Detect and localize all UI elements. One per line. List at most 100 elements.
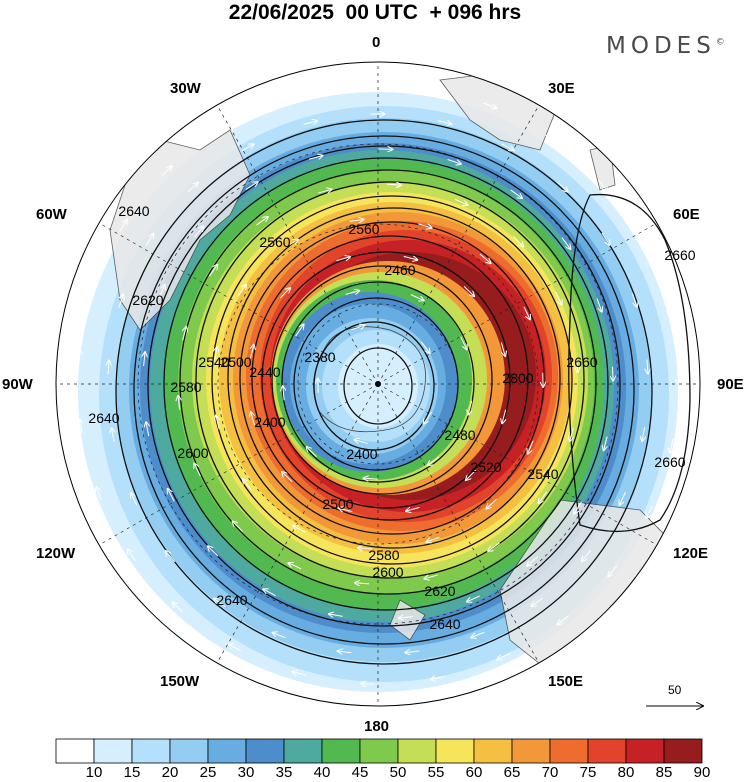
contour-label-15: 2620 — [132, 292, 163, 308]
colorbar-swatch-9 — [397, 738, 437, 764]
wind-vector-114 — [483, 102, 496, 108]
wind-vector-32 — [285, 240, 298, 248]
wind-vector-103 — [214, 599, 226, 608]
wind-vector-25 — [466, 469, 477, 480]
wind-vector-49 — [386, 184, 401, 185]
colorbar-swatch-12 — [511, 738, 551, 764]
lon-label-30e: 30E — [548, 80, 575, 97]
wind-vector-10 — [345, 291, 359, 295]
contour-line-6 — [211, 195, 573, 565]
meridian-60 — [377, 222, 658, 385]
wind-vector-74 — [574, 501, 582, 514]
meridian-150 — [377, 383, 540, 664]
colorbar-label-80: 80 — [617, 764, 635, 781]
contour-label-7: 2540 — [198, 354, 229, 370]
wind-vector-62 — [144, 352, 145, 367]
colorbar-swatch-15 — [625, 738, 665, 764]
wind-vector-113 — [415, 86, 430, 88]
wind-vector-47 — [256, 217, 267, 226]
wind-vector-44 — [178, 396, 179, 410]
colorbar-swatch-16 — [663, 738, 703, 764]
wind-vector-58 — [355, 583, 370, 584]
wind-vector-71 — [596, 298, 602, 311]
colorbar-label-10: 10 — [85, 764, 103, 781]
colorbar-swatch-5 — [245, 738, 285, 764]
colorbar-swatch-7 — [321, 738, 361, 764]
wind-vector-83 — [118, 294, 123, 308]
wind-vector-118 — [666, 300, 670, 315]
colorbar-label-75: 75 — [579, 764, 597, 781]
wind-vector-91 — [557, 181, 567, 192]
wind-vector-104 — [166, 551, 176, 563]
wind-vector-112 — [345, 84, 360, 85]
contour-label-11: 2580 — [170, 379, 201, 395]
wind-vector-13 — [468, 400, 471, 415]
contour-line-2660-loop — [568, 193, 691, 533]
lon-label-120e: 120E — [673, 545, 709, 562]
contour-label-26: 2480 — [444, 427, 475, 443]
wind-vector-52 — [555, 291, 562, 305]
colorbar-label-15: 15 — [123, 764, 141, 781]
wind-vector-55 — [539, 491, 548, 504]
wind-vector-105 — [80, 419, 82, 434]
wind-vector-30 — [215, 347, 218, 361]
wind-vector-3 — [351, 325, 364, 331]
contour-label-17: 2640 — [118, 203, 149, 219]
colorbar-label-45: 45 — [351, 764, 369, 781]
wind-vector-46 — [208, 265, 217, 277]
wind-vector-87 — [303, 121, 318, 125]
wind-vector-39 — [486, 498, 497, 509]
wind-vector-56 — [488, 542, 500, 551]
contour-label-25: 2520 — [470, 459, 501, 475]
wind-vector-27 — [293, 526, 306, 533]
contour-label-22: 2660 — [654, 454, 685, 470]
wind-vector-21 — [403, 256, 418, 260]
wind-vector-60 — [168, 489, 175, 502]
wind-vector-5 — [428, 456, 440, 465]
wind-vector-106 — [79, 350, 80, 364]
wind-vectors — [79, 84, 678, 684]
contour-label-2: 2380 — [304, 349, 335, 365]
wind-vector-6 — [364, 478, 378, 479]
colorbar-swatch-10 — [435, 738, 475, 764]
colorbar-label-85: 85 — [655, 764, 673, 781]
brand-name: MODES — [606, 33, 716, 59]
wind-vector-72 — [612, 366, 613, 381]
colorbar-label-20: 20 — [161, 764, 179, 781]
lon-label-180: 180 — [364, 718, 390, 735]
modes-logo: MODES© — [606, 33, 725, 59]
wind-vector-66 — [308, 156, 323, 160]
contour-label-16: 2620 — [424, 583, 455, 599]
contour-line-14 — [313, 321, 435, 451]
contour-label-14: 2600 — [372, 564, 403, 580]
contour-label-24: 2800 — [502, 370, 533, 386]
contour-label-19: 2640 — [216, 592, 247, 608]
contour-labels: 2400240023802440246025002500254025402560… — [88, 203, 695, 632]
contour-label-8: 2540 — [527, 466, 558, 482]
wind-vector-84 — [145, 234, 153, 246]
wind-vector-61 — [146, 422, 149, 437]
colorbar-swatch-14 — [587, 738, 627, 764]
meridian-30 — [377, 104, 540, 385]
contour-label-0: 2400 — [346, 446, 377, 462]
map-boundary — [55, 61, 701, 707]
wind-vector-34 — [418, 223, 431, 228]
wind-vector-42 — [233, 522, 243, 532]
wind-vector-45 — [183, 327, 187, 341]
wind-speed-shading — [78, 92, 678, 692]
contour-line-8 — [239, 221, 545, 535]
wind-vector-76 — [467, 595, 480, 602]
wind-vector-65 — [245, 182, 258, 190]
wind-vector-124 — [497, 652, 511, 659]
lon-label-150e: 150E — [548, 673, 584, 690]
wind-vector-129 — [172, 603, 184, 613]
colorbar — [55, 738, 703, 764]
wind-vector-4 — [420, 341, 430, 353]
wind-vector-12 — [460, 336, 467, 350]
contour-label-12: 2580 — [368, 547, 399, 563]
map-title: 22/06/2025 00 UTC + 096 hrs — [228, 1, 522, 24]
contour-line-9 — [251, 235, 529, 521]
wind-vector-127 — [292, 672, 307, 676]
wind-vector-108 — [119, 220, 127, 232]
colorbar-swatch-1 — [93, 738, 133, 764]
